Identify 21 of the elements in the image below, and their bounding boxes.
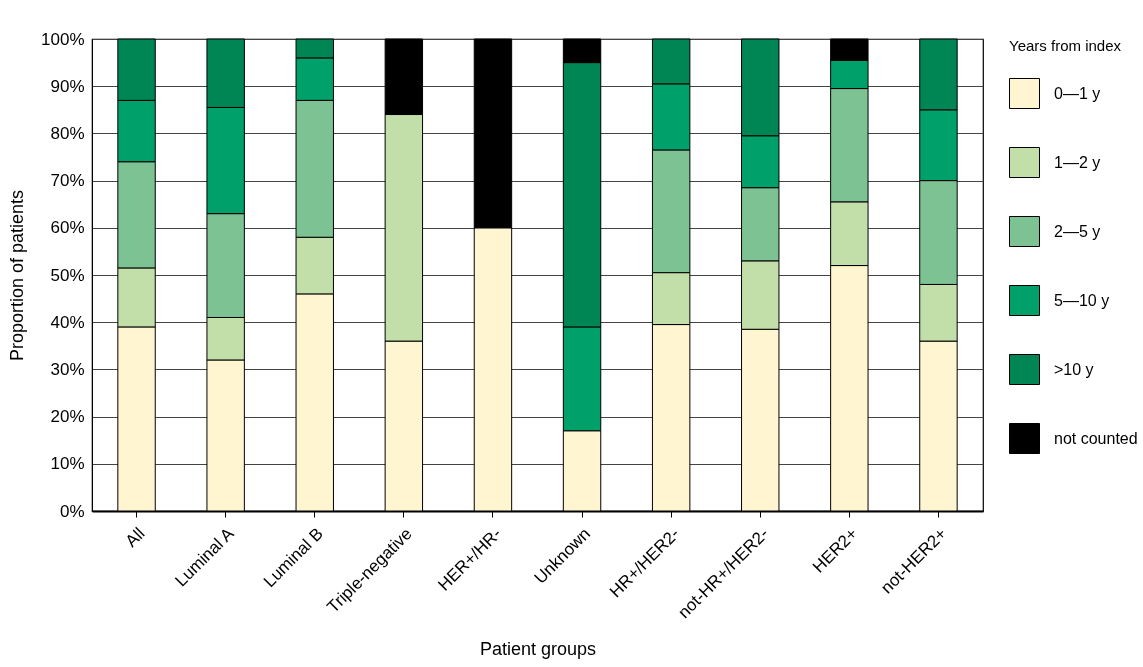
y-tick-label: 20% xyxy=(50,407,85,427)
x-axis-title: Patient groups xyxy=(479,639,597,660)
legend-title: Years from index xyxy=(1009,37,1122,54)
y-tick-label: 80% xyxy=(50,123,85,143)
y-tick-label: 40% xyxy=(50,312,85,332)
y-tick-label: 90% xyxy=(50,76,85,96)
y-tick-label: 100% xyxy=(41,29,85,49)
legend-label: >10 y xyxy=(1054,360,1094,378)
y-tick-label: 60% xyxy=(50,218,85,238)
legend-label: 2—5 y xyxy=(1054,222,1101,240)
y-tick-label: 10% xyxy=(50,454,85,474)
legend-label: not counted xyxy=(1054,429,1138,447)
y-tick-label: 70% xyxy=(50,171,85,191)
y-tick-label: 50% xyxy=(50,265,85,285)
y-tick-label: 0% xyxy=(59,501,85,521)
legend-label: 1—2 y xyxy=(1054,153,1101,171)
y-axis-title: Proportion of patients xyxy=(7,189,28,362)
legend-label: 0—1 y xyxy=(1054,84,1101,102)
legend-label: 5—10 y xyxy=(1054,291,1110,309)
x-tick-label: All xyxy=(121,524,149,551)
y-tick-label: 30% xyxy=(50,359,85,379)
